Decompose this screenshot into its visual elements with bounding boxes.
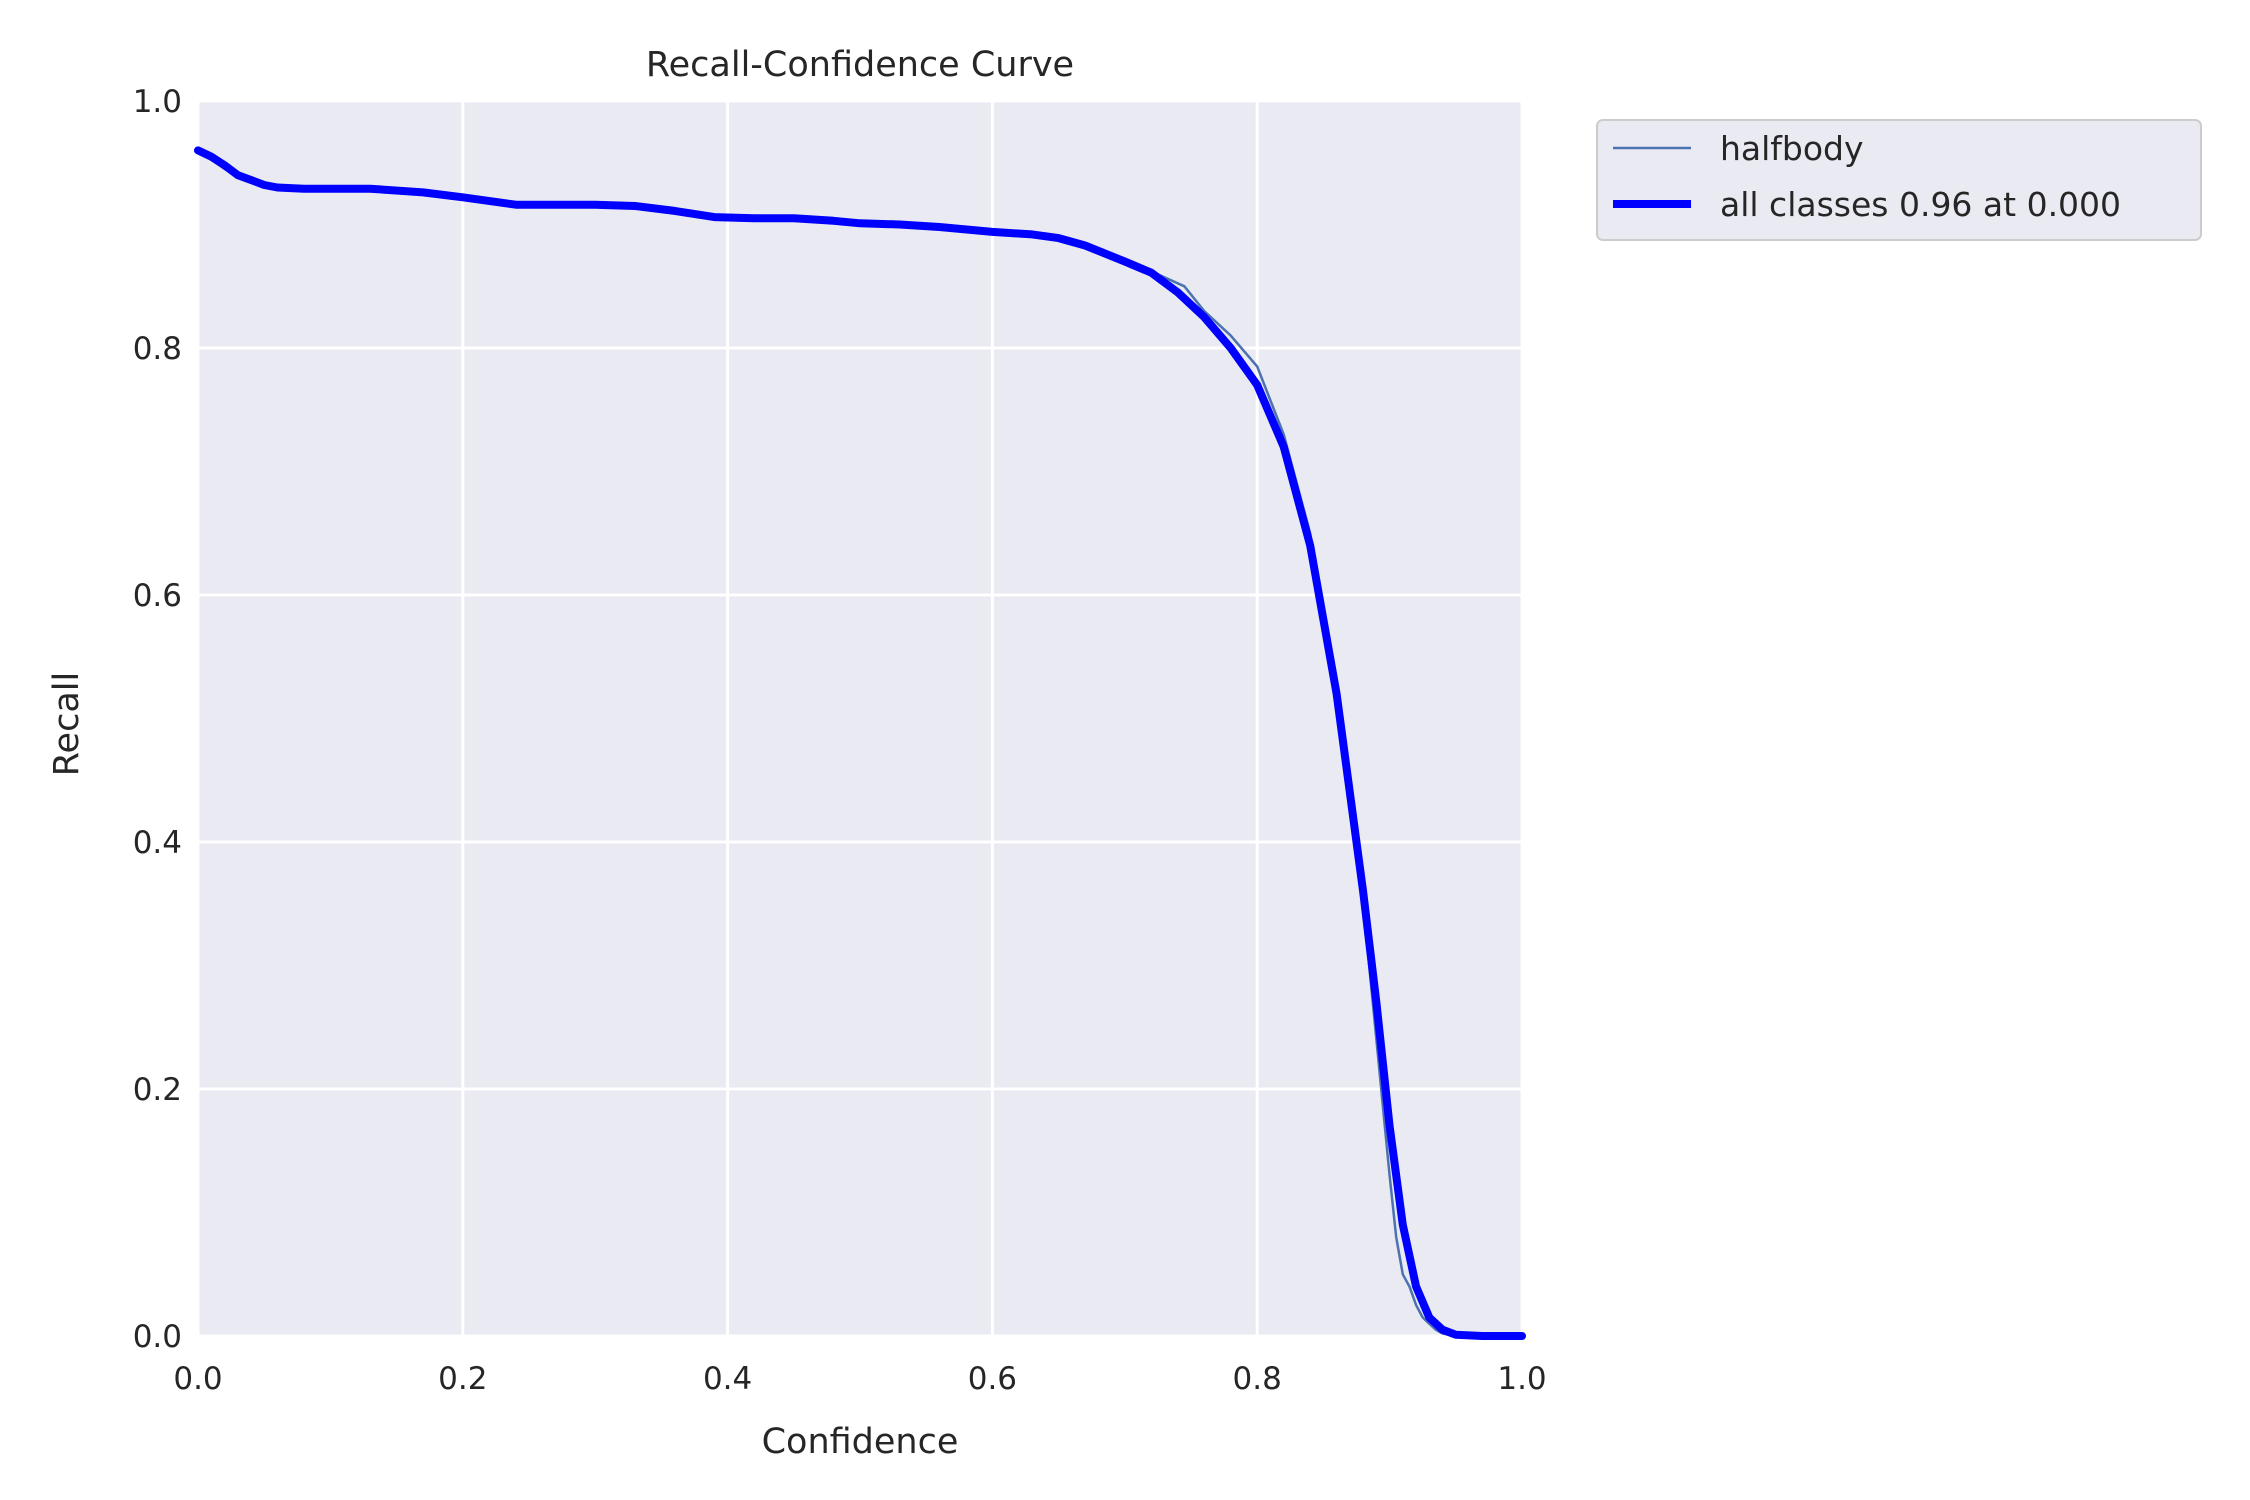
x-tick-label: 0.0 (173, 1361, 222, 1397)
tick-labels: 0.0 0.2 0.4 0.6 0.8 1.0 0.0 0.2 0.4 0.6 0.8 1.0 (133, 84, 1547, 1397)
y-axis-label: Recall (47, 672, 87, 776)
y-tick-label: 0.8 (133, 331, 182, 367)
x-tick-label: 0.2 (438, 1361, 487, 1397)
y-tick-label: 0.4 (133, 825, 182, 861)
legend-label-all-classes: all classes 0.96 at 0.000 (1720, 185, 2121, 224)
chart-title: Recall-Confidence Curve (646, 45, 1074, 85)
y-tick-label: 0.0 (133, 1319, 182, 1355)
y-tick-label: 0.6 (133, 578, 182, 614)
x-tick-label: 0.8 (1233, 1361, 1282, 1397)
y-tick-label: 0.2 (133, 1072, 182, 1108)
grid-lines (196, 99, 1524, 1338)
legend-box (1596, 119, 2202, 241)
legend: halfbody all classes 0.96 at 0.000 (1596, 119, 2202, 241)
x-tick-label: 1.0 (1497, 1361, 1546, 1397)
series-lines (194, 146, 1526, 1340)
legend-label-halfbody: halfbody (1720, 129, 1864, 168)
plot-area (198, 101, 1522, 1336)
x-tick-label: 0.4 (703, 1361, 752, 1397)
x-tick-label: 0.6 (968, 1361, 1017, 1397)
x-axis-label: Confidence (762, 1422, 959, 1462)
series-line-all-classes (194, 146, 1526, 1340)
y-tick-label: 1.0 (133, 84, 182, 120)
